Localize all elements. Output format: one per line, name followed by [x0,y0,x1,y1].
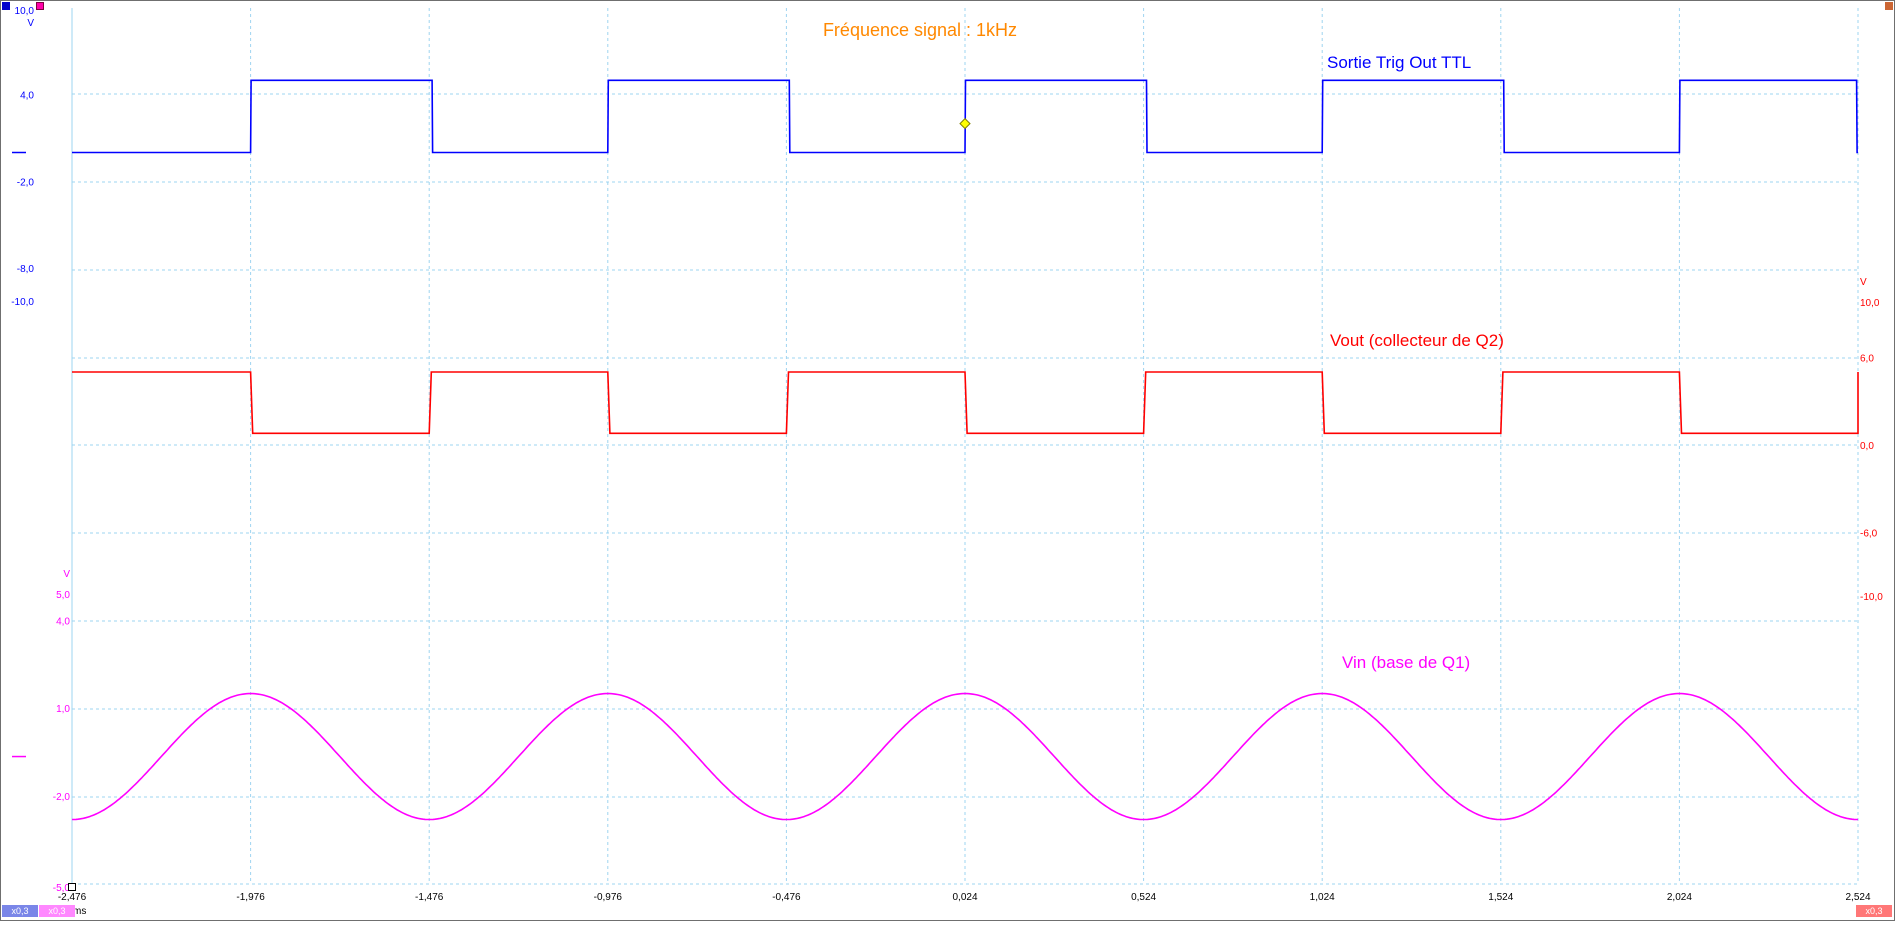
magenta-scale-button[interactable]: x0,3 [39,905,75,917]
x-tick-label: 0,024 [952,892,977,903]
y-tick-label-red: 6,0 [1860,353,1874,364]
trigger-cursor[interactable] [959,117,971,130]
blue-channel-marker[interactable] [2,2,10,10]
series-label-red: Vout (collecteur de Q2) [1330,331,1504,350]
x-tick-label: 1,524 [1488,892,1513,903]
y-axis-min-red: -10,0 [1860,592,1883,603]
magenta-channel-marker[interactable] [36,2,44,10]
series-line-red [72,371,1859,435]
y-tick-label-blue: 4,0 [20,91,34,102]
x-tick-label: -0,476 [772,892,801,903]
series-line-magenta [72,692,1858,821]
blue-scale-button[interactable]: x0,3 [2,905,38,917]
y-axis-max-magenta: 5,0 [56,590,70,601]
x-axis-ticks: -2,476 -1,976 -1,476 -0,976 -0,476 0,024 0,524… [58,892,1871,903]
series-labels: Sortie Trig Out TTL Vout (collecteur de Q… [1327,53,1504,672]
y-tick-label-blue: -8,0 [17,264,35,275]
grid-vertical [71,8,1859,884]
x-tick-label: 1,024 [1310,892,1335,903]
origin-marker[interactable] [68,883,76,891]
y-tick-label-magenta: 4,0 [56,616,70,627]
right-channel-marker[interactable] [1885,2,1893,10]
y-tick-label-magenta: 1,0 [56,704,70,715]
x-tick-label: 0,524 [1131,892,1156,903]
red-scale-button[interactable]: x0,3 [1856,905,1892,917]
y-tick-label-blue: -2,0 [17,177,35,188]
series-label-blue: Sortie Trig Out TTL [1327,53,1471,72]
x-tick-label: -1,476 [415,892,444,903]
y-axis-unit-magenta: V [63,569,70,580]
x-tick-label: 2,024 [1667,892,1692,903]
y-tick-label-magenta: -2,0 [53,792,71,803]
chart-title: Fréquence signal : 1kHz [823,20,1017,40]
y-tick-label-red: 0,0 [1860,441,1874,452]
y-axis-unit-red: V [1860,277,1867,288]
cursor-layer [959,117,971,130]
x-axis-unit: ms [73,906,86,917]
x-tick-label: 2,524 [1845,892,1870,903]
y-axis-unit-blue: V [27,18,34,29]
axis-labels: V10,0-10,04,0-2,0-8,0V10,0-10,06,00,0-6,… [11,6,1883,894]
y-axis-min-magenta: -5,0 [53,883,71,894]
traces [72,79,1859,821]
y-axis-max-blue: 10,0 [15,6,35,17]
series-line-blue [72,79,1858,154]
series-label-magenta: Vin (base de Q1) [1342,653,1470,672]
y-axis-max-red: 10,0 [1860,298,1880,309]
grid-horizontal [72,93,1858,885]
x-tick-label: -2,476 [58,892,87,903]
y-axis-min-blue: -10,0 [11,297,34,308]
x-tick-label: -1,976 [236,892,265,903]
x-tick-label: -0,976 [594,892,623,903]
y-tick-label-red: -6,0 [1860,529,1878,540]
